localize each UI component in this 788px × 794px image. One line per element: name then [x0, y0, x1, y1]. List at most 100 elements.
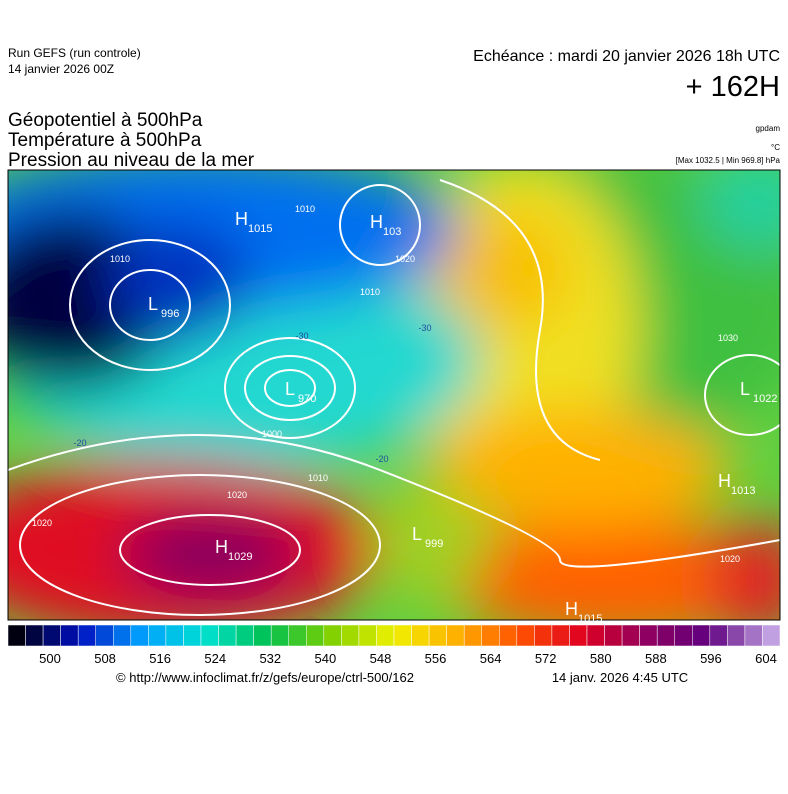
colorbar-swatch [95, 624, 114, 647]
colorbar-swatch [235, 624, 254, 647]
contour-label: -20 [375, 454, 388, 464]
run-label: Run GEFS (run controle) [8, 46, 141, 60]
colorbar-swatch [586, 624, 605, 647]
center-value: 999 [425, 538, 443, 550]
colorbar-swatch [183, 624, 202, 647]
colorbar-swatch [113, 624, 132, 647]
colorbar-swatch [323, 624, 342, 647]
center-letter: H [565, 599, 578, 619]
center-letter: H [235, 209, 248, 229]
colorbar-label: 500 [39, 651, 61, 666]
title-line: Pression au niveau de la mer [8, 150, 255, 171]
colorbar-swatch [428, 624, 447, 647]
colorbar-swatch [253, 624, 272, 647]
colorbar-swatch [516, 624, 535, 647]
center-value: 1029 [228, 551, 252, 563]
unit-label: [Max 1032.5 | Min 969.8] hPa [676, 156, 781, 165]
colorbar-label: 556 [425, 651, 447, 666]
colorbar-swatch [463, 624, 482, 647]
colorbar-swatch [727, 624, 746, 647]
center-letter: H [370, 212, 383, 232]
contour-label: 1010 [110, 254, 130, 264]
contour-label: -20 [73, 438, 86, 448]
colorbar-label: 516 [149, 651, 171, 666]
contour-label: 1000 [262, 429, 282, 439]
colorbar-swatch [60, 624, 79, 647]
colorbar-swatch [77, 624, 96, 647]
contour-label: 1030 [718, 333, 738, 343]
colorbar-swatch [499, 624, 518, 647]
valid-time: Echéance : mardi 20 janvier 2026 18h UTC [473, 48, 780, 65]
run-date: 14 janvier 2026 00Z [8, 62, 114, 76]
colorbar-label: 524 [204, 651, 226, 666]
colorbar-swatch [341, 624, 360, 647]
colorbar-label: 596 [700, 651, 722, 666]
contour-label: 1020 [395, 254, 415, 264]
colorbar-swatch [218, 624, 237, 647]
title-line: Température à 500hPa [8, 130, 202, 151]
colorbar-label: 508 [94, 651, 116, 666]
colorbar-swatch [639, 624, 658, 647]
colorbar-swatch [358, 624, 377, 647]
center-value: 1022 [753, 393, 777, 405]
colorbar-swatch [674, 624, 693, 647]
colorbar-swatch [692, 624, 711, 647]
colorbar-swatch [446, 624, 465, 647]
colorbar-swatch [393, 624, 412, 647]
center-value: 1015 [248, 223, 272, 235]
colorbar-label: 588 [645, 651, 667, 666]
contour-label: 1020 [32, 518, 52, 528]
center-letter: L [412, 524, 422, 544]
colorbar-swatch [569, 624, 588, 647]
center-letter: H [718, 471, 731, 491]
colorbar-swatch [534, 624, 553, 647]
colorbar-swatch [481, 624, 500, 647]
colorbar-label: 604 [755, 651, 777, 666]
center-value: 103 [383, 226, 401, 238]
contour-label: -30 [418, 323, 431, 333]
center-letter: L [740, 379, 750, 399]
isobars [8, 179, 780, 616]
colorbar-label: 548 [370, 651, 392, 666]
contour-label: 1020 [720, 554, 740, 564]
colorbar-swatch [411, 624, 430, 647]
colorbar-label: 540 [315, 651, 337, 666]
map [8, 170, 780, 620]
colorbar-swatch [656, 624, 675, 647]
contour-label: 1020 [227, 490, 247, 500]
contour-label: 1010 [295, 204, 315, 214]
contour-label: 1010 [360, 287, 380, 297]
center-letter: L [285, 379, 295, 399]
colorbar-swatch [270, 624, 289, 647]
center-value: 1013 [731, 485, 755, 497]
center-value: 996 [161, 308, 179, 320]
colorbar-swatch [42, 624, 61, 647]
colorbar-swatch [744, 624, 763, 647]
colorbar-label: 572 [535, 651, 557, 666]
title-line: Géopotentiel à 500hPa [8, 110, 203, 131]
colorbar-swatch [200, 624, 219, 647]
center-letter: H [215, 537, 228, 557]
contour-label: -30 [295, 331, 308, 341]
colorbar-swatch [148, 624, 167, 647]
contour-label: 1010 [308, 473, 328, 483]
colorbar-label: 532 [259, 651, 281, 666]
colorbar-swatch [762, 624, 781, 647]
center-value: 970 [298, 393, 316, 405]
colorbar-swatch [376, 624, 395, 647]
colorbar-swatch [130, 624, 149, 647]
colorbar-swatch [7, 624, 26, 647]
center-value: 1015 [578, 613, 602, 625]
generated-time: 14 janv. 2026 4:45 UTC [552, 670, 688, 685]
unit-label: gpdam [756, 124, 781, 133]
colorbar-swatch [165, 624, 184, 647]
colorbar-swatch [621, 624, 640, 647]
unit-label: °C [771, 143, 780, 152]
source-url: © http://www.infoclimat.fr/z/gefs/europe… [116, 670, 414, 685]
colorbar-swatch [288, 624, 307, 647]
map-frame [7, 169, 781, 621]
colorbar-swatch [551, 624, 570, 647]
colorbar-swatch [25, 624, 44, 647]
colorbar-label: 580 [590, 651, 612, 666]
